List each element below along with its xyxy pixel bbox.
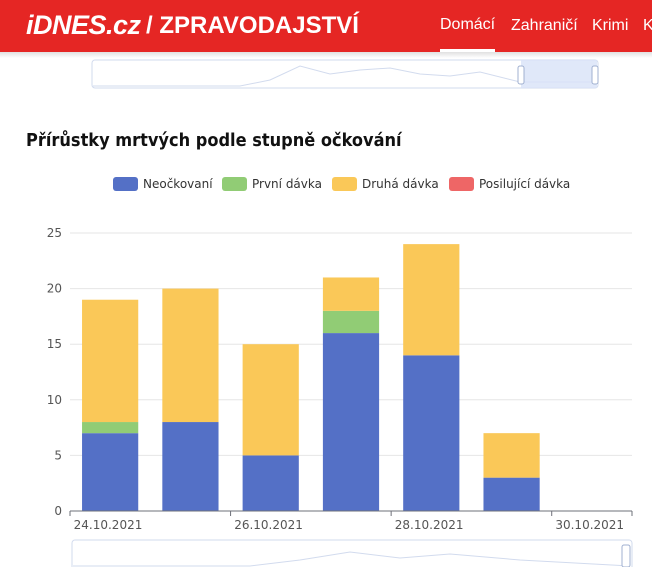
bar-segment — [322, 277, 380, 311]
bar-segment — [82, 422, 139, 434]
x-tick-label: 30.10.2021 — [555, 518, 624, 532]
nav-item-krimi[interactable]: Krimi — [592, 17, 629, 34]
bottom-zoom-slider — [71, 539, 633, 567]
header-shadow — [0, 52, 652, 58]
legend-swatch-0 — [113, 177, 138, 191]
y-tick-label: 20 — [47, 282, 62, 296]
legend-label-1: První dávka — [252, 177, 322, 191]
site-header: iDNES.cz / ZPRAVODAJSTVÍ Domácí Zahranič… — [0, 0, 652, 52]
x-tick-label: 28.10.2021 — [395, 518, 464, 532]
bar-segment — [242, 455, 299, 511]
bar-segment — [403, 355, 460, 511]
legend-swatch-2 — [332, 177, 357, 191]
nav-item-more[interactable]: K — [643, 17, 652, 34]
legend-swatch-1 — [222, 177, 247, 191]
bar-segment — [82, 433, 139, 511]
bar-segment — [162, 422, 219, 511]
y-tick-label: 25 — [47, 226, 62, 240]
bar-segment — [322, 310, 380, 334]
bar-segment — [483, 477, 540, 511]
chart-title: Přírůstky mrtvých podle stupně očkování — [26, 130, 402, 151]
legend-label-0: Neočkovaní — [143, 177, 213, 191]
zoom-selection[interactable] — [521, 60, 597, 88]
legend-label-2: Druhá dávka — [362, 177, 439, 191]
x-tick-label: 26.10.2021 — [234, 518, 303, 532]
top-zoom-slider[interactable] — [0, 52, 652, 152]
bar-segment — [162, 288, 219, 423]
y-tick-label: 0 — [54, 504, 62, 518]
nav-item-zahranici[interactable]: Zahraničí — [511, 17, 578, 34]
legend-label-3: Posilující dávka — [479, 177, 570, 191]
bar-segment — [483, 433, 540, 478]
y-tick-label: 10 — [47, 393, 62, 407]
bar-segment — [82, 299, 139, 423]
nav-item-domaci[interactable]: Domácí — [440, 0, 496, 52]
zoom-handle-left[interactable] — [517, 65, 525, 85]
bar-segment — [403, 244, 460, 356]
zoom-handle-right[interactable] — [591, 65, 599, 85]
zoom-preview-line — [73, 551, 631, 567]
y-tick-label: 15 — [47, 337, 62, 351]
x-tick-label: 24.10.2021 — [74, 518, 143, 532]
legend-swatch-3 — [449, 177, 474, 191]
bar-segment — [242, 344, 299, 456]
zoom-handle-right — [621, 544, 631, 567]
bar-segment — [322, 333, 380, 511]
zoom-preview-line — [93, 65, 597, 87]
section-title[interactable]: / ZPRAVODAJSTVÍ — [146, 12, 359, 39]
y-tick-label: 5 — [54, 448, 62, 462]
site-logo[interactable]: iDNES.cz — [26, 10, 141, 40]
